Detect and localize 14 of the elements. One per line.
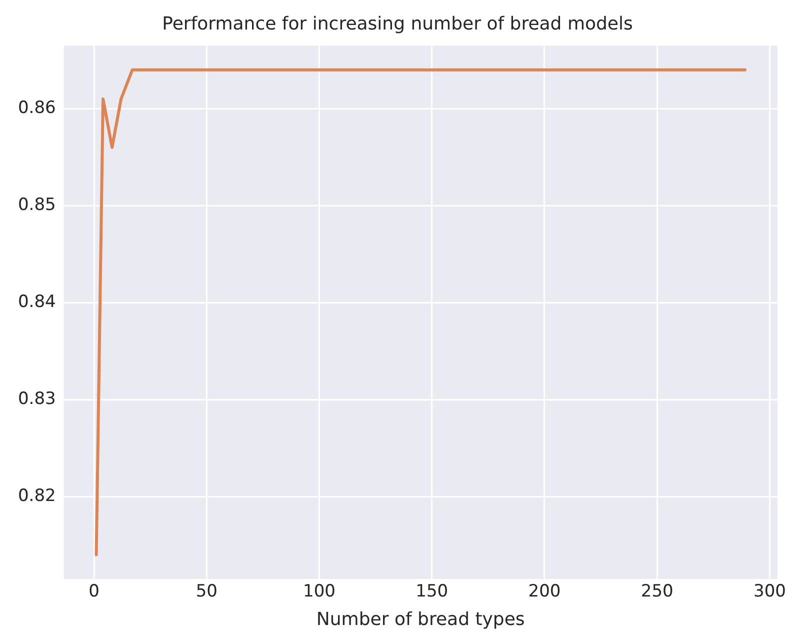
- y-tick-label: 0.86: [18, 98, 56, 118]
- x-tick-label: 150: [416, 582, 448, 602]
- y-tick-label: 0.84: [18, 292, 56, 312]
- x-axis-title: Number of bread types: [316, 608, 525, 630]
- x-tick-label: 100: [303, 582, 336, 602]
- x-tick-label: 200: [528, 582, 561, 602]
- x-tick-label: 300: [754, 582, 786, 602]
- y-tick-label: 0.83: [18, 389, 56, 410]
- x-tick-label: 0: [88, 582, 100, 602]
- y-tick-label: 0.85: [18, 195, 56, 216]
- x-tick-label: 250: [640, 582, 674, 602]
- x-tick-label: 50: [196, 582, 218, 602]
- chart-title: Performance for increasing number of bread models: [162, 13, 633, 34]
- y-tick-label: 0.82: [18, 486, 56, 506]
